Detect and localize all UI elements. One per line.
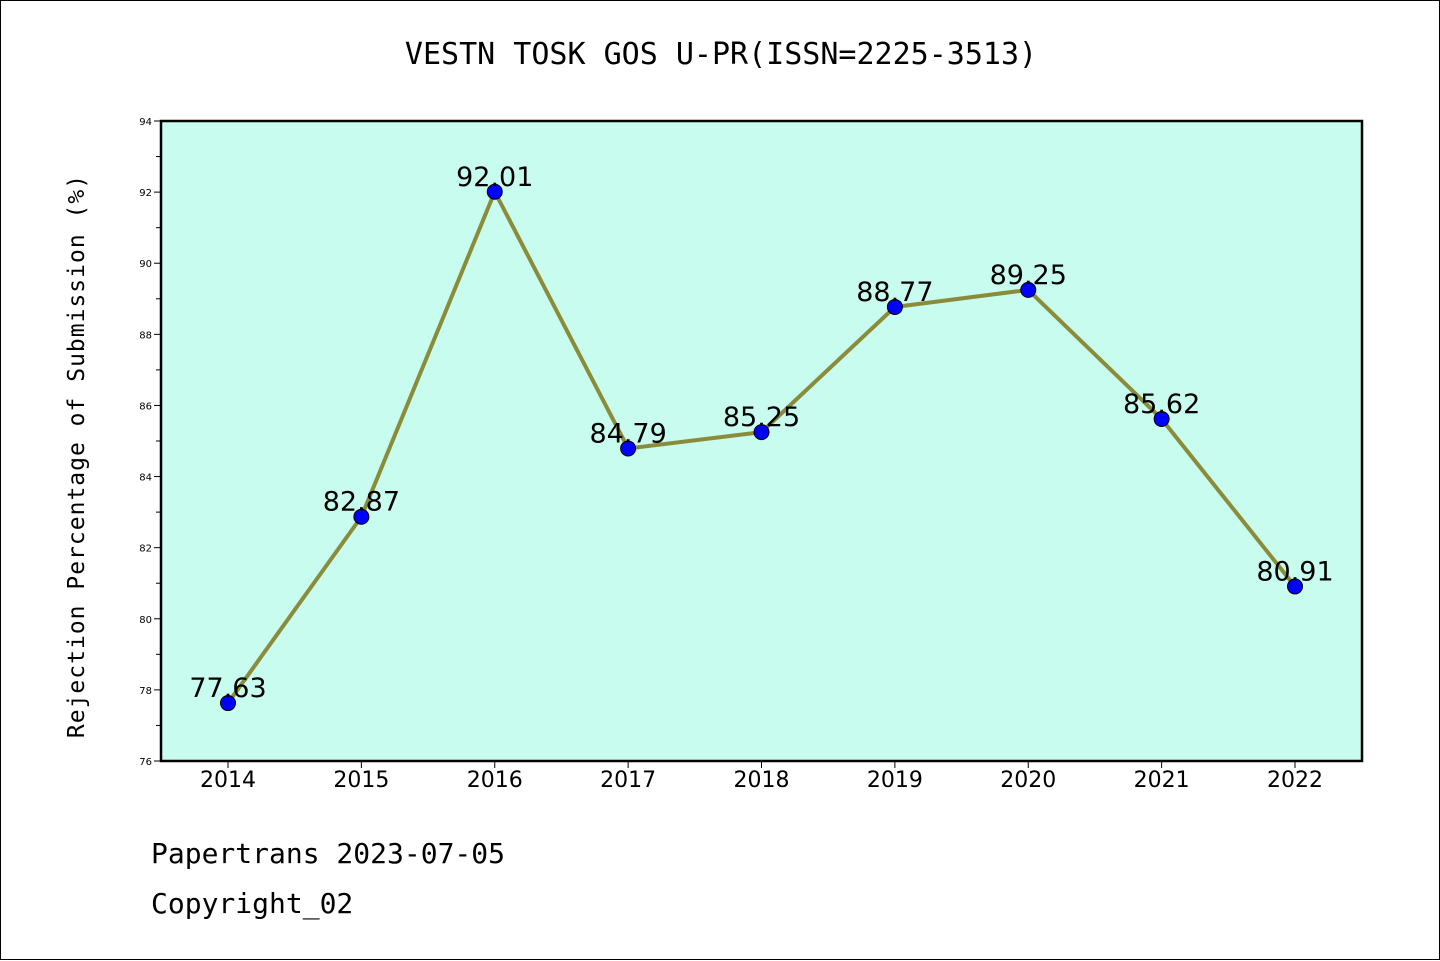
footer-date: Papertrans 2023-07-05 [151, 837, 506, 870]
series-group: 77.63 82.87 92.01 84.79 85.25 88.77 89.25 85.62… [189, 162, 1334, 712]
data-point [753, 424, 770, 441]
data-point [620, 440, 637, 457]
x-tick-label: 2018 [734, 768, 790, 793]
data-label: 85.25 [723, 402, 800, 433]
chart-title: VESTN TOSK GOS U-PR(ISSN=2225-3513) [404, 37, 1038, 72]
y-tick-label: 86 [139, 401, 152, 412]
y-tick-label: 82 [139, 544, 152, 555]
data-label: 85.62 [1123, 389, 1200, 420]
y-tick-label: 80 [139, 615, 152, 626]
y-axis: 76 78 80 82 84 86 88 90 92 94 [139, 117, 161, 768]
y-tick-label: 76 [139, 757, 152, 768]
x-tick-label: 2019 [867, 768, 923, 793]
footer-copyright: Copyright_02 [151, 887, 354, 920]
data-point [886, 298, 903, 315]
data-label: 89.25 [990, 260, 1067, 291]
data-label: 88.77 [856, 277, 933, 308]
x-tick-label: 2020 [1000, 768, 1056, 793]
x-tick-label: 2022 [1267, 768, 1323, 793]
x-axis: 2014 2015 2016 2017 2018 2019 2020 2021 2022 [200, 761, 1323, 793]
data-point [1287, 578, 1303, 595]
y-tick-label: 88 [139, 330, 152, 341]
data-point [353, 508, 370, 525]
x-tick-label: 2017 [600, 768, 656, 793]
plot-area [159, 119, 1364, 763]
y-tick-label: 90 [139, 259, 152, 270]
x-tick-label: 2014 [200, 768, 256, 793]
data-point [486, 183, 503, 200]
data-label: 77.63 [189, 673, 266, 704]
data-label: 84.79 [589, 418, 666, 449]
x-tick-label: 2015 [333, 768, 389, 793]
y-tick-label: 78 [139, 686, 152, 697]
data-point [220, 695, 236, 712]
y-tick-label: 84 [139, 473, 152, 484]
data-point [1153, 410, 1170, 427]
data-label: 92.01 [456, 162, 533, 193]
x-tick-label: 2016 [467, 768, 523, 793]
data-label: 82.87 [323, 487, 400, 518]
x-tick-label: 2021 [1134, 768, 1190, 793]
y-tick-label: 94 [139, 117, 152, 128]
y-tick-label: 92 [139, 188, 152, 199]
data-label: 80.91 [1256, 556, 1333, 587]
data-point [1020, 281, 1037, 298]
